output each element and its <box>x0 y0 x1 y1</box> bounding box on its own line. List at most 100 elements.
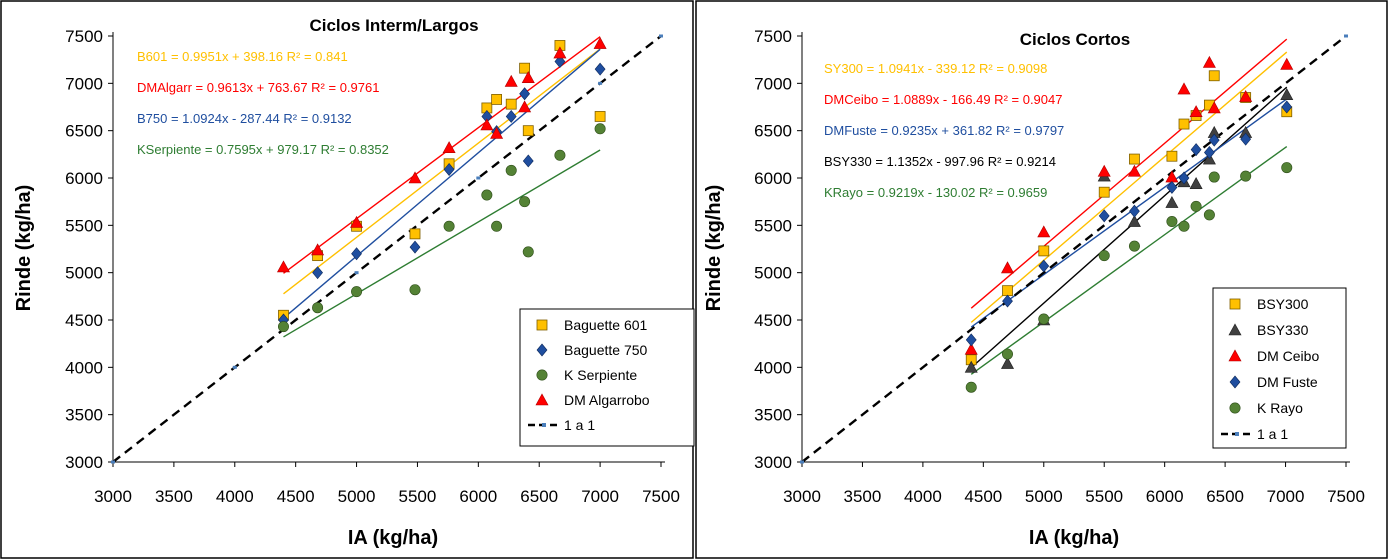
y-tick-label: 6500 <box>754 122 792 141</box>
legend-label-baguette-750: Baguette 750 <box>564 342 648 358</box>
data-point-k-rayo <box>1240 170 1252 182</box>
data-point-baguette-750 <box>351 247 362 261</box>
data-point-dm-ceibo <box>1177 82 1191 95</box>
trendline-bsy330 <box>970 86 1288 369</box>
data-point-dm-algarrobo <box>480 118 494 131</box>
x-tick-label: 6000 <box>1146 487 1184 506</box>
data-point-bsy330 <box>1280 88 1294 100</box>
data-point-k-rayo <box>1203 209 1215 221</box>
legend-box <box>1212 287 1347 449</box>
data-point-k-rayo <box>1128 240 1140 252</box>
legend-box <box>519 308 695 447</box>
data-point-baguette-601 <box>505 98 517 110</box>
trendline-dm-ceibo <box>970 38 1288 309</box>
x-tick-label: 5500 <box>399 487 437 506</box>
trendline-equation: BSY330 = 1.1352x - 997.96 R² = 0.9214 <box>824 154 1056 169</box>
x-tick-label: 4000 <box>216 487 254 506</box>
x-tick-label: 3500 <box>155 487 193 506</box>
legend-label-k-rayo: K Rayo <box>1257 400 1303 416</box>
y-tick-label: 3000 <box>754 453 792 472</box>
y-tick-label: 4500 <box>754 311 792 330</box>
data-point-k-rayo <box>1098 250 1110 262</box>
data-point-bsy330 <box>964 360 978 373</box>
data-point-dm-ceibo <box>1207 101 1221 114</box>
trendline-equation: DMCeibo = 1.0889x - 166.49 R² = 0.9047 <box>824 92 1062 107</box>
trendline-dm-fuste <box>970 98 1288 328</box>
data-point-k-serpiente <box>505 164 517 176</box>
data-point-baguette-750 <box>519 87 530 101</box>
trendline-equation: DMAlgarr = 0.9613x + 763.67 R² = 0.9761 <box>137 80 379 95</box>
data-point-baguette-601 <box>519 62 531 74</box>
y-tick-label: 5000 <box>754 264 792 283</box>
x-tick-label: 5000 <box>338 487 376 506</box>
x-tick-label: 4000 <box>904 487 942 506</box>
y-tick-label: 7500 <box>754 27 792 46</box>
legend-swatch-marker <box>1235 432 1239 436</box>
data-point-bsy300 <box>1098 186 1110 198</box>
data-point-dm-ceibo <box>1001 261 1015 274</box>
data-point-dm-ceibo <box>1239 89 1253 102</box>
data-point-dm-ceibo <box>1280 57 1294 70</box>
left-panel-frame <box>0 0 694 559</box>
data-point-dm-fuste <box>1208 133 1220 147</box>
x-axis-label: IA (kg/ha) <box>1029 527 1119 549</box>
legend-label-bsy300: BSY300 <box>1257 296 1309 312</box>
data-point-1-a-1 <box>659 34 663 38</box>
data-point-dm-algarrobo <box>311 243 325 256</box>
x-tick-label: 7000 <box>581 487 619 506</box>
legend-label-dm-ceibo: DM Ceibo <box>1257 348 1319 364</box>
data-point-bsy330 <box>1189 177 1203 189</box>
right-panel-frame <box>695 0 1388 559</box>
data-point-dm-fuste <box>1281 100 1293 114</box>
legend-swatch-bsy300 <box>1229 298 1241 310</box>
data-point-baguette-750 <box>594 62 606 76</box>
y-tick-label: 7000 <box>754 74 792 93</box>
one-to-one-line <box>112 35 662 463</box>
legend-swatch-dm-fuste <box>1229 375 1241 389</box>
x-axis-label: IA (kg/ha) <box>348 527 438 549</box>
chart-ciclos-interm-largos: Ciclos Interm/Largos IA (kg/ha) Rinde (k… <box>13 16 695 549</box>
data-point-baguette-750 <box>443 163 455 176</box>
data-point-bsy330 <box>1001 356 1015 369</box>
data-point-k-rayo <box>1281 162 1293 174</box>
data-point-dm-algarrobo <box>553 46 567 59</box>
legend-swatch-dm-ceibo <box>1228 349 1242 362</box>
data-point-bsy300 <box>1038 245 1050 257</box>
data-point-1-a-1 <box>1344 34 1348 38</box>
data-point-baguette-750 <box>522 154 534 168</box>
y-tick-label: 3000 <box>65 453 103 472</box>
data-point-bsy300 <box>1208 70 1220 82</box>
data-point-k-rayo <box>1178 220 1190 232</box>
data-point-1-a-1 <box>476 176 481 180</box>
data-point-baguette-601 <box>594 111 606 122</box>
data-point-k-serpiente <box>351 286 363 298</box>
data-point-k-serpiente <box>277 321 289 333</box>
one-to-one-line <box>801 35 1347 463</box>
trendline-equation: KRayo = 0.9219x - 130.02 R² = 0.9659 <box>824 185 1047 200</box>
data-point-k-rayo <box>1190 200 1202 212</box>
data-point-dm-fuste <box>1098 209 1110 223</box>
data-point-baguette-601 <box>409 228 421 240</box>
data-point-baguette-601 <box>522 125 534 137</box>
y-tick-label: 6500 <box>65 122 103 141</box>
trendline-dm-algarrobo <box>283 36 601 274</box>
data-point-k-serpiente <box>443 220 455 232</box>
data-point-dm-algarrobo <box>408 171 422 184</box>
data-point-dm-fuste <box>1178 171 1190 185</box>
data-point-dm-fuste <box>1190 143 1202 157</box>
legend-label-1-a-1: 1 a 1 <box>1257 426 1288 442</box>
data-point-1-a-1 <box>111 460 115 464</box>
legend: BSY300 BSY330 DM Ceibo DM Fuste K Rayo 1 a 1 <box>1212 287 1347 449</box>
data-point-1-a-1 <box>232 365 237 369</box>
legend-label-baguette-601: Baguette 601 <box>564 317 648 333</box>
data-point-k-serpiente <box>409 284 421 296</box>
y-tick-label: 3500 <box>754 406 792 425</box>
data-point-dm-fuste <box>1129 204 1140 218</box>
x-tick-label: 3500 <box>844 487 882 506</box>
x-tick-label: 7500 <box>1327 487 1365 506</box>
data-point-baguette-750 <box>312 266 323 280</box>
data-point-dm-algarrobo <box>521 71 535 83</box>
x-tick-label: 6500 <box>520 487 558 506</box>
legend-swatch-marker <box>542 423 546 427</box>
data-point-k-serpiente <box>594 123 606 135</box>
